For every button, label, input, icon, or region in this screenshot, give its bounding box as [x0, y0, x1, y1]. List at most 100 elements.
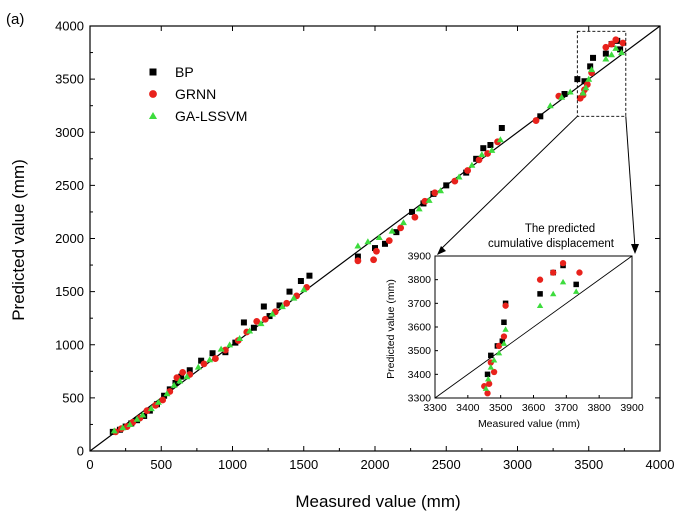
- inset-x-tick-label: 3800: [587, 402, 611, 414]
- data-point-bp: [617, 46, 624, 53]
- data-point-ga-lssvm: [612, 44, 620, 51]
- inset-y-tick-label: 3300: [408, 393, 432, 405]
- inset-data-point-grnn: [550, 269, 557, 276]
- data-point-ga-lssvm: [588, 66, 596, 73]
- inset-axes: 3300 3400 3500 3600 3700 3800 3900 3300 3400 3500…: [408, 251, 644, 415]
- data-point-ga-lssvm: [437, 187, 445, 194]
- y-axis-title: Predicted value (mm): [9, 159, 28, 321]
- data-point-grnn: [179, 368, 187, 376]
- inset-data-point-ga-lssvm: [482, 385, 490, 391]
- data-point-bp: [186, 367, 193, 374]
- y-tick-label: 3500: [55, 72, 84, 87]
- data-point-ga-lssvm: [206, 356, 214, 363]
- data-point-ga-lssvm: [139, 411, 147, 418]
- y-tick-label: 2500: [55, 178, 84, 193]
- inset-points: [481, 259, 583, 397]
- zoom-indicator: [437, 30, 639, 255]
- data-point-ga-lssvm: [217, 345, 225, 352]
- data-point-bp: [498, 125, 505, 131]
- data-point-ga-lssvm: [176, 377, 184, 384]
- x-tick-label: 2000: [361, 457, 390, 472]
- data-point-ga-lssvm: [133, 415, 141, 422]
- data-point-ga-lssvm: [558, 93, 566, 100]
- data-point-bp: [581, 78, 588, 85]
- data-point-ga-lssvm: [455, 173, 463, 180]
- data-point-grnn: [532, 117, 540, 124]
- data-point-bp: [306, 272, 313, 279]
- legend-label-bp: BP: [175, 64, 194, 80]
- inset-data-point-grnn: [490, 368, 498, 376]
- data-point-grnn: [619, 39, 627, 47]
- data-point-bp: [172, 380, 179, 386]
- inset-y-tick-label: 3400: [408, 369, 432, 381]
- data-point-ga-lssvm: [585, 75, 593, 82]
- data-point-ga-lssvm: [300, 286, 308, 293]
- data-point-ga-lssvm: [278, 303, 286, 310]
- inset-reference-line: [434, 255, 633, 399]
- panel-label: (a): [6, 11, 24, 28]
- inset-y-axis-title: Predicted value (mm): [385, 279, 397, 379]
- data-point-bp: [537, 113, 544, 120]
- zoom-arrowhead-right: [631, 244, 639, 254]
- inset-data-point-bp: [501, 319, 507, 326]
- legend-label-grnn: GRNN: [175, 86, 216, 102]
- data-point-grnn: [421, 197, 429, 205]
- data-point-ga-lssvm: [147, 405, 155, 412]
- x-axis-title: Measured value (mm): [295, 492, 460, 511]
- data-point-ga-lssvm: [488, 146, 496, 153]
- inset-data-point-ga-lssvm: [536, 302, 544, 309]
- inset-data-point-grnn: [500, 333, 508, 340]
- inset-data-point-grnn: [484, 390, 491, 397]
- data-point-ga-lssvm: [425, 196, 433, 203]
- data-point-grnn: [261, 315, 269, 323]
- x-tick-label: 4000: [646, 457, 675, 472]
- inset-data-point-grnn: [502, 302, 509, 309]
- data-point-ga-lssvm: [608, 51, 616, 58]
- data-point-bp: [587, 63, 594, 70]
- legend-marker-grnn: [149, 90, 157, 98]
- inset-y-tick-label: 3700: [408, 298, 432, 310]
- data-point-ga-lssvm: [236, 334, 244, 341]
- data-point-bp: [276, 302, 283, 309]
- y-tick-label: 500: [62, 390, 84, 405]
- data-point-ga-lssvm: [170, 381, 178, 388]
- data-point-grnn: [354, 257, 362, 265]
- data-point-ga-lssvm: [388, 227, 396, 234]
- data-point-bp: [480, 145, 487, 152]
- data-point-grnn: [411, 213, 419, 221]
- data-point-bp: [354, 253, 361, 260]
- data-point-bp: [286, 288, 293, 295]
- data-point-ga-lssvm: [618, 49, 626, 56]
- data-point-bp: [393, 229, 400, 236]
- inset-data-point-bp: [488, 352, 494, 359]
- data-point-ga-lssvm: [582, 84, 590, 91]
- data-point-bp: [260, 303, 267, 310]
- data-point-ga-lssvm: [478, 151, 486, 158]
- data-point-ga-lssvm: [163, 390, 171, 397]
- data-point-ga-lssvm: [400, 219, 407, 226]
- main-points: [109, 36, 627, 436]
- inset-data-point-ga-lssvm: [487, 364, 495, 370]
- inset-x-tick-label: 3700: [555, 402, 579, 414]
- data-point-ga-lssvm: [579, 89, 587, 96]
- data-point-ga-lssvm: [154, 398, 162, 405]
- data-point-bp: [297, 278, 304, 284]
- data-point-grnn: [602, 43, 610, 51]
- inset-data-point-ga-lssvm: [502, 326, 509, 332]
- data-point-ga-lssvm: [415, 205, 423, 212]
- x-tick-label: 3000: [503, 457, 532, 472]
- inset-x-tick-label: 3600: [522, 402, 546, 414]
- data-point-grnn: [373, 247, 380, 255]
- inset-title-line-1: The predicted: [525, 223, 595, 235]
- data-point-bp: [443, 182, 450, 189]
- data-point-grnn: [253, 317, 261, 325]
- zoom-arrow-left: [439, 115, 578, 251]
- data-point-ga-lssvm: [602, 55, 610, 62]
- y-tick-label: 2000: [55, 231, 84, 246]
- data-point-ga-lssvm: [226, 341, 234, 348]
- x-tick-label: 1000: [218, 457, 247, 472]
- data-point-grnn: [608, 40, 615, 48]
- x-tick-label: 500: [150, 457, 172, 472]
- zoom-box: [576, 30, 627, 117]
- inset-data-point-bp: [537, 291, 543, 297]
